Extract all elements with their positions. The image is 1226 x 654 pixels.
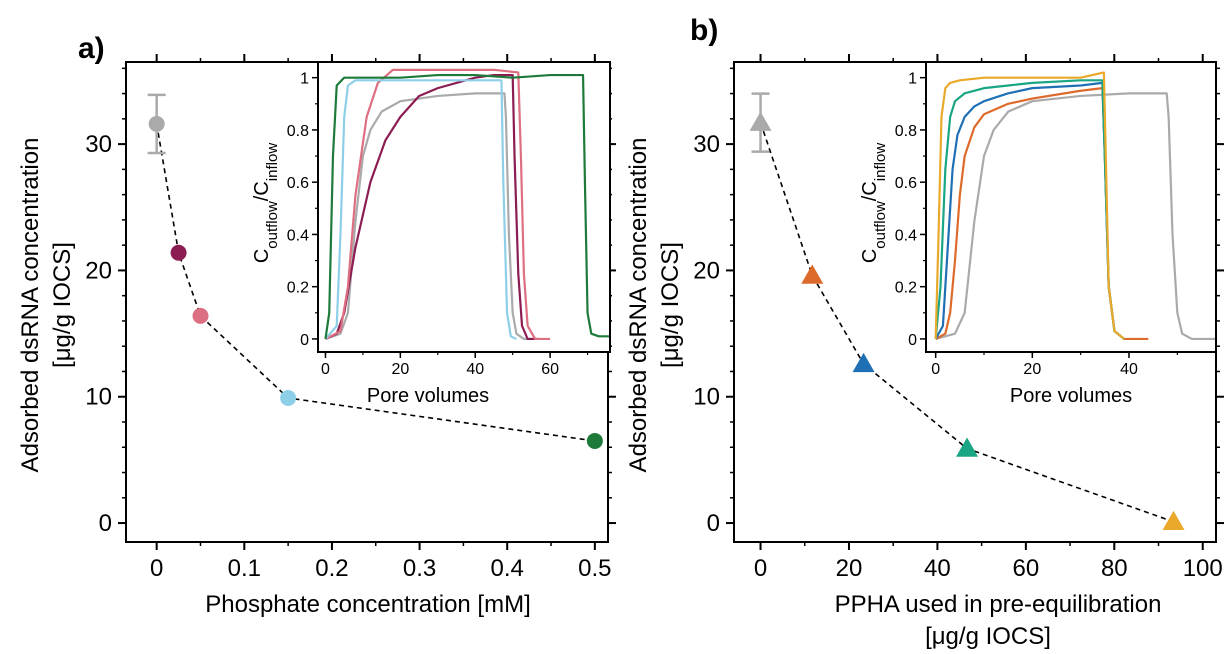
panel-b-xlabel-line2: [μg/g IOCS] xyxy=(925,623,1051,650)
panel-b-inset-xtick-label: 0 xyxy=(931,361,940,378)
panel-a-xlabel: Phosphate concentration [mM] xyxy=(205,591,531,618)
panel-b-data-point xyxy=(749,111,772,131)
panel-b-ylabel-line1: Adsorbed dsRNA concentration xyxy=(625,138,652,473)
panel-b-inset-ylabel: Coutflow/Cinflow xyxy=(859,143,889,264)
panel-b-xtick-label: 100 xyxy=(1183,555,1223,582)
panel-b-inset-series-line xyxy=(935,92,1215,341)
panel-a-data-point xyxy=(148,115,165,132)
panel-a-xtick-label: 0.2 xyxy=(315,555,348,582)
panel-b-inset-ytick-label: 0.4 xyxy=(895,227,917,244)
panel-b-ytick-label: 0 xyxy=(707,510,720,537)
panel-b-letter: b) xyxy=(690,14,718,47)
panel-b-inset-xtick-label: 20 xyxy=(1023,361,1041,378)
panel-b-inset: 0 20 40 0 0.2 0.4 0.6 0.8 1 xyxy=(895,61,1217,378)
panel-a-inset-series-line xyxy=(325,92,536,341)
panel-b-inset-xlabel: Pore volumes xyxy=(1010,385,1132,407)
panel-a-inset-xlabel: Pore volumes xyxy=(367,385,489,407)
panel-b-inset-xtick-label: 40 xyxy=(1120,361,1138,378)
panel-b-ytick-label: 30 xyxy=(693,131,720,158)
panel-b-ylabel-line2: [μg/g IOCS] xyxy=(657,242,684,368)
panel-a-ytick-label: 30 xyxy=(85,131,112,158)
panel-a-inset-ytick-label: 0 xyxy=(300,332,309,349)
panel-b-xtick-label: 60 xyxy=(1013,555,1040,582)
panel-a-inset-xtick-label: 0 xyxy=(321,361,330,378)
panel-a-data-point xyxy=(586,432,603,449)
panel-a-inset-ytick-label: 0.4 xyxy=(287,227,309,244)
panel-a-inset-xtick-label: 20 xyxy=(391,361,409,378)
panel-b-ytick-label: 20 xyxy=(693,257,720,284)
panel-b-inset-series-line xyxy=(934,71,1125,340)
panel-b-xtick-label: 20 xyxy=(836,555,863,582)
panel-a-letter: a) xyxy=(78,32,105,65)
panel-a-xtick-label: 0.4 xyxy=(491,555,524,582)
panel-b-xtick-label: 40 xyxy=(924,555,951,582)
panel-b-inset-ytick-label: 0.2 xyxy=(895,280,917,297)
panel-a-ylabel-line2: [μg/g IOCS] xyxy=(49,242,76,368)
panel-b-xtick-label: 80 xyxy=(1101,555,1128,582)
panel-b-inset-ytick-label: 0 xyxy=(908,332,917,349)
panel-b-inset-lines xyxy=(934,71,1215,341)
panel-a-inset-ytick-label: 0.6 xyxy=(287,175,309,192)
panel-b-inset-ytick-label: 1 xyxy=(908,71,917,88)
panel-b-ytick-label: 10 xyxy=(693,384,720,411)
panel-a-ytick-label: 20 xyxy=(85,257,112,284)
panel-a-data-point xyxy=(280,390,297,406)
panel-a-inset-ylabel: Coutflow/Cinflow xyxy=(251,143,281,264)
panel-a-inset-series-line xyxy=(324,79,517,340)
panel-b-data-point xyxy=(801,264,824,284)
panel-a-inset: 0 20 40 60 0 0.2 0.4 0.6 0.8 1 xyxy=(287,61,611,378)
panel-a-xtick-label: 0.3 xyxy=(403,555,436,582)
panel-a-inset-xtick-label: 40 xyxy=(466,361,484,378)
panel-a-inset-ytick-label: 0.2 xyxy=(287,280,309,297)
panel-b-xtick-label: 0 xyxy=(754,555,767,582)
panel-a-xtick-label: 0.5 xyxy=(578,555,611,582)
panel-a-data-point xyxy=(170,244,187,261)
panel-b-data-point xyxy=(852,352,875,373)
panel-b-xlabel-line1: PPHA used in pre-equilibration xyxy=(835,591,1162,618)
panel-a-inset-series-line xyxy=(325,73,539,341)
panel-a-inset-lines xyxy=(324,68,609,341)
panel-b-data-point xyxy=(956,437,979,457)
panel-a-ylabel-line1: Adsorbed dsRNA concentration xyxy=(17,138,44,473)
panel-a-inset-xtick-label: 60 xyxy=(541,361,559,378)
panel-a-inset-ytick-label: 1 xyxy=(300,71,309,88)
panel-b-inset-ytick-label: 0.6 xyxy=(895,175,917,192)
panel-b-data-point xyxy=(1162,510,1185,531)
panel-a-ytick-label: 0 xyxy=(99,510,112,537)
panel-a-inset-series-line xyxy=(324,73,609,340)
panel-b-inset-ytick-label: 0.8 xyxy=(895,123,917,140)
panel-a-inset-series-line xyxy=(324,68,551,341)
panel-a-xtick-label: 0 xyxy=(150,555,163,582)
panel-a-data-point xyxy=(192,307,209,324)
panel-a-xtick-label: 0.1 xyxy=(228,555,261,582)
panel-a-inset-ytick-label: 0.8 xyxy=(287,123,309,140)
panel-a-ytick-label: 10 xyxy=(85,384,112,411)
panel-a-inset-frame xyxy=(317,61,611,353)
